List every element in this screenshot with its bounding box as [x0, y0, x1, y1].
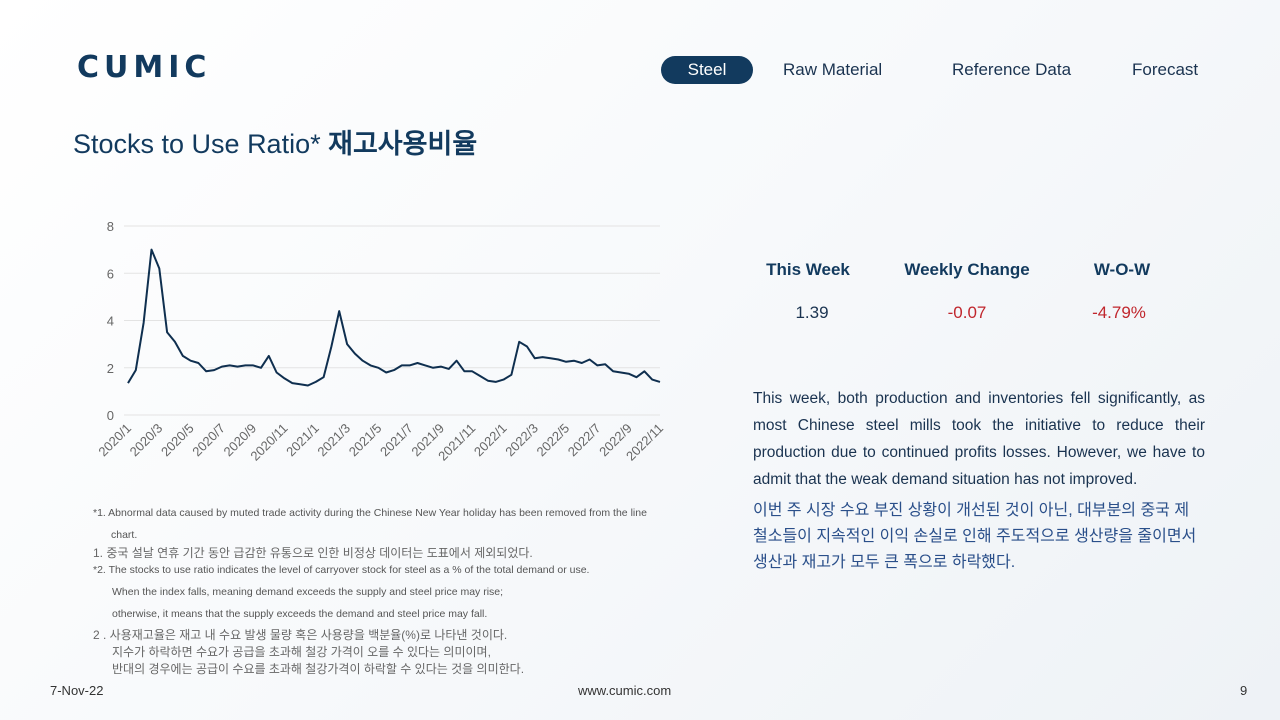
note: 2 . 사용재고율은 재고 내 수요 발생 물량 혹은 사용량을 백분율(%)로… [93, 628, 508, 642]
note: *1. Abnormal data caused by muted trade … [93, 502, 673, 546]
nav-item[interactable]: Raw Material [783, 60, 883, 79]
x-tick-label: 2021/5 [346, 421, 385, 460]
x-tick-label: 2021/3 [314, 421, 353, 460]
note: *2. The stocks to use ratio indicates th… [93, 564, 590, 576]
x-tick-label: 2020/5 [158, 421, 197, 460]
x-tick-label: 2020/3 [127, 421, 166, 460]
x-tick-label: 2021/1 [283, 421, 322, 460]
summary-en: This week, both production and inventori… [753, 390, 1205, 488]
footer-url: www.cumic.com [578, 683, 672, 698]
chart: 024682020/12020/32020/52020/72020/92020/… [95, 219, 666, 464]
y-tick-label: 6 [107, 266, 114, 281]
note: otherwise, it means that the supply exce… [112, 608, 488, 620]
note: 반대의 경우에는 공급이 수요를 초과해 철강가격이 하락할 수 있다는 것을 … [112, 662, 525, 676]
x-tick-label: 2020/7 [189, 421, 228, 460]
note: 1. 중국 설날 연휴 기간 동안 급감한 유통으로 인한 비정상 데이터는 도… [93, 546, 533, 560]
x-tick-label: 2022/3 [502, 421, 541, 460]
footer-date: 7-Nov-22 [50, 683, 104, 698]
y-tick-label: 0 [107, 408, 114, 423]
nav-item[interactable]: Reference Data [952, 60, 1072, 79]
x-tick-label: 2021/7 [377, 421, 416, 460]
title: Stocks to Use Ratio* 재고사용비율 [73, 122, 477, 161]
note: When the index falls, meaning demand exc… [112, 586, 504, 598]
table-header: This Week [766, 260, 850, 279]
x-tick-label: 2020/1 [95, 421, 134, 460]
table-value: -4.79% [1092, 303, 1146, 322]
summary-ko: 이번 주 시장 수요 부진 상황이 개선된 것이 아닌, 대부분의 중국 제철소… [753, 502, 1197, 571]
title-en: Stocks to Use Ratio* [73, 129, 321, 159]
table-header: W-O-W [1093, 260, 1151, 279]
table-header: Weekly Change [904, 260, 1030, 279]
logo: CUMIC [77, 50, 212, 85]
note-text: *1. Abnormal data caused by muted trade … [93, 507, 647, 541]
note: 지수가 하락하면 수요가 공급을 초과해 철강 가격이 오를 수 있다는 의미이… [112, 645, 491, 659]
title-ko: 재고사용비율 [328, 129, 478, 159]
nav-item[interactable]: Forecast [1132, 60, 1199, 79]
y-tick-label: 8 [107, 219, 114, 234]
table-value: 1.39 [795, 303, 829, 322]
x-tick-label: 2022/1 [471, 421, 510, 460]
x-tick-label: 2022/7 [565, 421, 604, 460]
x-tick-label: 2022/5 [534, 421, 573, 460]
table-value: -0.07 [947, 303, 987, 322]
y-tick-label: 4 [107, 314, 114, 329]
y-tick-label: 2 [107, 361, 114, 376]
nav-item[interactable]: Steel [661, 56, 753, 84]
data-line [127, 248, 661, 387]
page-number: 9 [1240, 683, 1248, 698]
